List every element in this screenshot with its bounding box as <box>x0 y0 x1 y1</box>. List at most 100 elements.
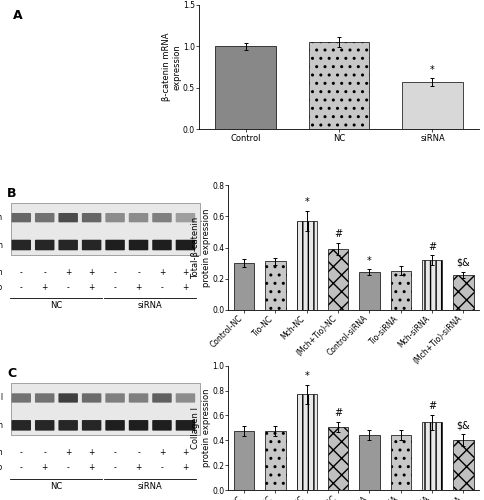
FancyBboxPatch shape <box>176 394 195 402</box>
Text: -: - <box>114 448 117 457</box>
Text: -: - <box>137 268 140 277</box>
Text: +: + <box>89 448 95 457</box>
Bar <box>297 221 317 310</box>
FancyBboxPatch shape <box>106 394 125 402</box>
Text: β-Actin: β-Actin <box>0 240 3 250</box>
Bar <box>328 249 348 310</box>
Text: -: - <box>137 448 140 457</box>
Bar <box>454 274 474 310</box>
Text: *: * <box>304 197 309 207</box>
Bar <box>265 262 286 310</box>
FancyBboxPatch shape <box>82 394 101 402</box>
Bar <box>422 422 442 490</box>
Text: +: + <box>182 463 189 472</box>
Bar <box>11 202 200 255</box>
Text: C: C <box>7 367 16 380</box>
Text: Mch: Mch <box>0 448 3 457</box>
Bar <box>309 42 369 130</box>
Bar <box>359 272 379 310</box>
FancyBboxPatch shape <box>129 420 148 430</box>
Text: -: - <box>20 268 23 277</box>
Bar <box>402 82 463 130</box>
Text: NC: NC <box>50 482 62 491</box>
FancyBboxPatch shape <box>129 213 148 222</box>
Text: -: - <box>20 463 23 472</box>
Text: siRNA: siRNA <box>138 482 163 491</box>
FancyBboxPatch shape <box>12 394 31 402</box>
Bar <box>297 394 317 490</box>
Text: #: # <box>334 408 342 418</box>
Bar <box>234 263 254 310</box>
Text: +: + <box>42 283 48 292</box>
Text: *: * <box>367 256 372 266</box>
Text: #: # <box>428 242 436 252</box>
Bar <box>391 434 411 490</box>
FancyBboxPatch shape <box>12 420 31 430</box>
FancyBboxPatch shape <box>35 240 55 250</box>
Text: Tio: Tio <box>0 463 3 472</box>
FancyBboxPatch shape <box>35 394 55 402</box>
Text: -: - <box>44 268 46 277</box>
Text: *: * <box>430 64 435 74</box>
FancyBboxPatch shape <box>59 420 78 430</box>
FancyBboxPatch shape <box>176 420 195 430</box>
Text: $&: $& <box>456 258 470 268</box>
FancyBboxPatch shape <box>59 394 78 402</box>
Text: #: # <box>428 401 436 411</box>
Text: -: - <box>67 283 70 292</box>
Text: β-Actin: β-Actin <box>0 421 3 430</box>
Bar <box>328 427 348 490</box>
Text: -: - <box>20 283 23 292</box>
Text: +: + <box>159 268 165 277</box>
Text: NC: NC <box>50 302 62 310</box>
FancyBboxPatch shape <box>129 394 148 402</box>
FancyBboxPatch shape <box>152 394 172 402</box>
FancyBboxPatch shape <box>152 213 172 222</box>
FancyBboxPatch shape <box>152 240 172 250</box>
FancyBboxPatch shape <box>129 240 148 250</box>
Text: -: - <box>161 283 164 292</box>
Text: +: + <box>182 448 189 457</box>
FancyBboxPatch shape <box>106 213 125 222</box>
FancyBboxPatch shape <box>35 420 55 430</box>
FancyBboxPatch shape <box>82 213 101 222</box>
FancyBboxPatch shape <box>12 240 31 250</box>
Text: +: + <box>65 448 71 457</box>
Text: +: + <box>65 268 71 277</box>
Text: +: + <box>42 463 48 472</box>
Bar <box>359 436 379 490</box>
Bar <box>265 431 286 490</box>
FancyBboxPatch shape <box>59 213 78 222</box>
Text: siRNA: siRNA <box>138 302 163 310</box>
Text: Total-β-catenin: Total-β-catenin <box>0 213 3 222</box>
FancyBboxPatch shape <box>59 240 78 250</box>
FancyBboxPatch shape <box>176 240 195 250</box>
Text: +: + <box>89 268 95 277</box>
Text: +: + <box>182 283 189 292</box>
Bar <box>422 260 442 310</box>
Text: -: - <box>44 448 46 457</box>
Bar <box>215 46 276 130</box>
Text: -: - <box>161 463 164 472</box>
Bar <box>454 440 474 490</box>
Text: -: - <box>114 463 117 472</box>
Text: +: + <box>136 463 142 472</box>
Text: *: * <box>304 371 309 381</box>
Text: #: # <box>334 229 342 239</box>
Y-axis label: β-catenin mRNA
expression: β-catenin mRNA expression <box>162 33 182 102</box>
Text: Mch: Mch <box>0 268 3 277</box>
Bar <box>391 271 411 310</box>
Text: B: B <box>7 186 16 200</box>
Text: +: + <box>182 268 189 277</box>
FancyBboxPatch shape <box>82 420 101 430</box>
FancyBboxPatch shape <box>82 240 101 250</box>
Text: A: A <box>14 8 23 22</box>
Text: -: - <box>67 463 70 472</box>
Y-axis label: Collagen I
protein expression: Collagen I protein expression <box>191 388 211 467</box>
Text: Tio: Tio <box>0 283 3 292</box>
FancyBboxPatch shape <box>106 420 125 430</box>
Text: Collagen I: Collagen I <box>0 394 3 402</box>
Text: +: + <box>136 283 142 292</box>
FancyBboxPatch shape <box>35 213 55 222</box>
FancyBboxPatch shape <box>176 213 195 222</box>
